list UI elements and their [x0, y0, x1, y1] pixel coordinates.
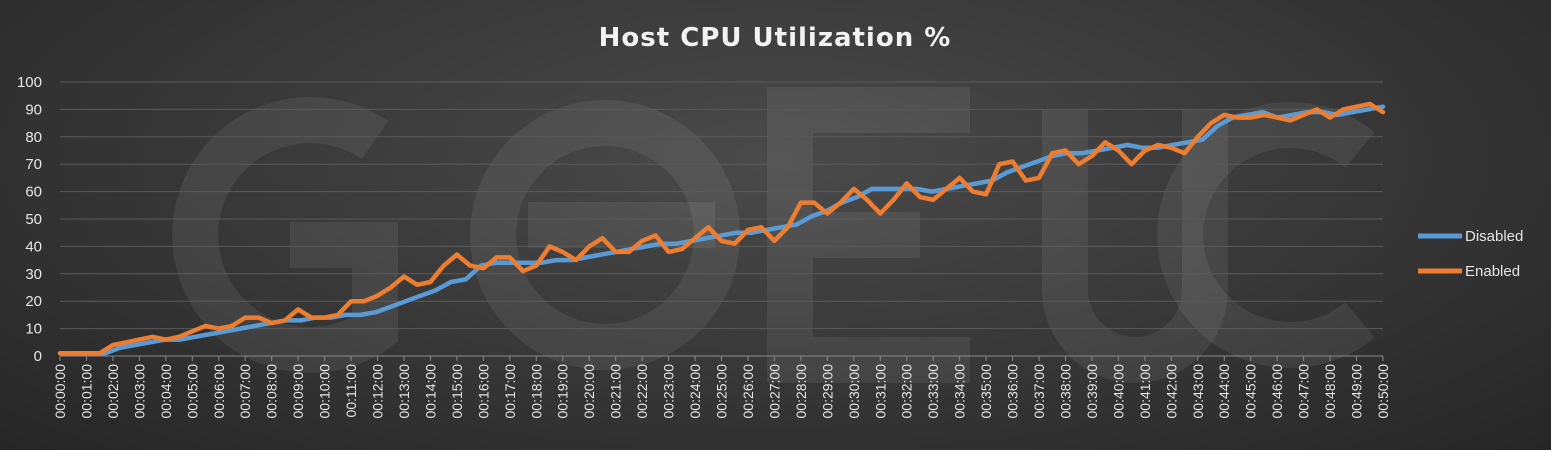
x-tick-label: 00:31:00: [872, 364, 888, 419]
x-tick-label: 00:05:00: [184, 364, 200, 419]
x-tick-label: 00:41:00: [1137, 364, 1153, 419]
x-tick-label: 00:36:00: [1005, 364, 1021, 419]
x-tick-label: 00:21:00: [608, 364, 624, 419]
x-tick-label: 00:45:00: [1243, 364, 1259, 419]
x-tick-label: 00:26:00: [740, 364, 756, 419]
x-tick-label: 00:07:00: [237, 364, 253, 419]
gridlines: [60, 81, 1383, 357]
y-tick-label: 90: [25, 101, 42, 118]
watermark-logo: [172, 87, 1375, 383]
y-tick-label: 30: [25, 266, 42, 283]
x-tick-label: 00:49:00: [1349, 364, 1365, 419]
x-tick-label: 00:46:00: [1269, 364, 1285, 419]
x-tick-label: 00:19:00: [555, 364, 571, 419]
x-tick-label: 00:39:00: [1084, 364, 1100, 419]
x-tick-label: 00:47:00: [1296, 364, 1312, 419]
x-tick-label: 00:25:00: [714, 364, 730, 419]
x-tick-label: 00:27:00: [766, 364, 782, 419]
x-tick-label: 00:08:00: [264, 364, 280, 419]
x-tick-label: 00:37:00: [1031, 364, 1047, 419]
x-tick-label: 00:11:00: [343, 364, 359, 418]
chart-title: Host CPU Utilization %: [599, 23, 952, 53]
y-axis: 0 10 20 30 40 50 60 70 80 90 100: [17, 74, 42, 365]
x-tick-label: 00:14:00: [422, 364, 438, 419]
y-tick-label: 70: [25, 156, 42, 173]
y-tick-label: 100: [17, 74, 42, 91]
x-tick-label: 00:17:00: [502, 364, 518, 419]
x-tick-label: 00:16:00: [475, 364, 491, 419]
x-tick-label: 00:38:00: [1057, 364, 1073, 419]
x-tick-label: 00:28:00: [793, 364, 809, 419]
x-tick-label: 00:12:00: [370, 364, 386, 419]
x-tick-label: 00:18:00: [528, 364, 544, 419]
x-tick-label: 00:32:00: [899, 364, 915, 419]
y-tick-label: 50: [25, 211, 42, 228]
y-tick-label: 10: [25, 321, 42, 338]
x-tick-label: 00:15:00: [449, 364, 465, 419]
x-tick-label: 00:01:00: [78, 364, 94, 419]
legend-label-enabled: Enabled: [1465, 263, 1520, 280]
legend-label-disabled: Disabled: [1465, 228, 1523, 245]
x-tick-label: 00:22:00: [634, 364, 650, 419]
y-tick-label: 20: [25, 293, 42, 310]
x-tick-label: 00:00:00: [52, 364, 68, 419]
x-tick-label: 00:40:00: [1110, 364, 1126, 419]
x-tick-label: 00:03:00: [131, 364, 147, 419]
x-tick-label: 00:33:00: [925, 364, 941, 419]
x-tick-label: 00:02:00: [105, 364, 121, 419]
x-tick-label: 00:35:00: [978, 364, 994, 419]
x-tick-label: 00:48:00: [1322, 364, 1338, 419]
y-tick-label: 40: [25, 238, 42, 255]
y-tick-label: 80: [25, 129, 42, 146]
x-tick-label: 00:06:00: [211, 364, 227, 419]
y-tick-label: 0: [34, 348, 42, 365]
y-tick-label: 60: [25, 184, 42, 201]
x-tick-label: 00:04:00: [158, 364, 174, 419]
series-line-enabled: [57, 101, 1386, 356]
x-tick-label: 00:09:00: [290, 364, 306, 419]
x-tick-label: 00:20:00: [581, 364, 597, 419]
x-axis: 00:00:00 00:01:00 00:02:00 00:03:00 00:04:00…: [52, 355, 1391, 419]
legend: Disabled Enabled: [1418, 228, 1523, 280]
x-tick-label: 00:34:00: [952, 364, 968, 419]
x-tick-label: 00:13:00: [396, 364, 412, 419]
x-tick-label: 00:44:00: [1216, 364, 1232, 419]
x-tick-label: 00:30:00: [846, 364, 862, 419]
x-tick-label: 00:50:00: [1375, 364, 1391, 419]
x-tick-label: 00:43:00: [1190, 364, 1206, 419]
x-tick-label: 00:29:00: [819, 364, 835, 419]
series-lines: [57, 101, 1386, 356]
x-tick-label: 00:23:00: [661, 364, 677, 419]
x-tick-label: 00:42:00: [1163, 364, 1179, 419]
x-tick-label: 00:24:00: [687, 364, 703, 419]
x-tick-label: 00:10:00: [317, 364, 333, 419]
